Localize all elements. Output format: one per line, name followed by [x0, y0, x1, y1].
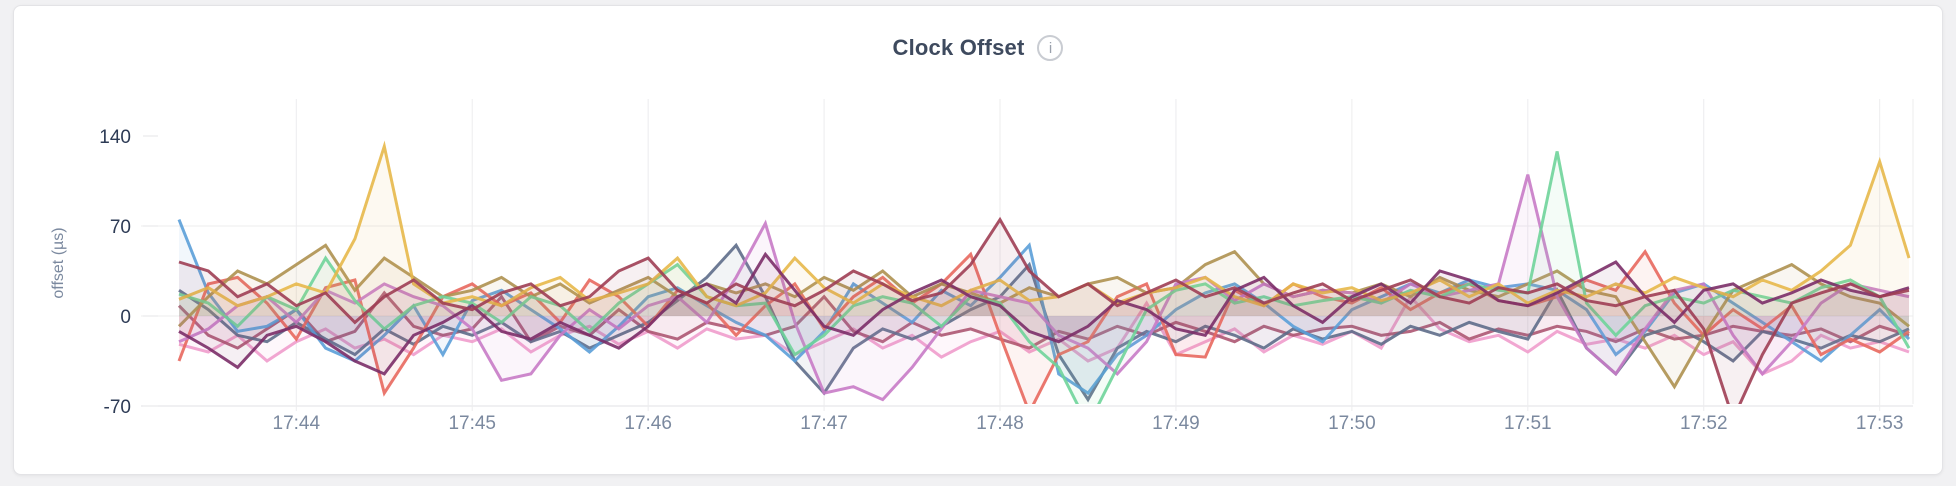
y-tick-label: 70 — [110, 217, 131, 238]
info-icon-glyph: i — [1048, 39, 1053, 57]
series-area-amber — [179, 146, 1909, 316]
x-tick-label: 17:47 — [800, 413, 848, 434]
x-tick-label: 17:46 — [624, 413, 672, 434]
x-tick-label: 17:45 — [448, 413, 496, 434]
info-icon[interactable]: i — [1037, 35, 1064, 61]
x-tick-label: 17:49 — [1152, 413, 1200, 434]
y-tick-label: 140 — [99, 127, 131, 148]
series-line-amber — [178, 140, 1911, 308]
x-tick-label: 17:48 — [976, 413, 1024, 434]
series-area-maroon — [179, 219, 1909, 404]
y-tick-label: 0 — [120, 307, 131, 328]
x-tick-label: 17:52 — [1680, 413, 1728, 434]
clock-offset-chart-plot[interactable]: 17:44 17:45 17:46 17:47 17:48 17:49 17:50 17:51… — [14, 6, 1944, 476]
series-line-orchid — [178, 174, 1910, 402]
series-line-maroon — [178, 216, 1910, 404]
x-tick-label: 17:53 — [1856, 413, 1904, 434]
chart-card: Clock Offset i offset (µs) 17:44 17:45 17:… — [13, 5, 1943, 475]
series-group — [177, 140, 1911, 404]
x-tick-label: 17:50 — [1328, 413, 1376, 434]
x-tick-label: 17:44 — [273, 413, 321, 434]
y-tick-label: -70 — [104, 397, 131, 418]
series-line-green — [178, 151, 1911, 404]
series-area-slate-blue — [179, 245, 1909, 400]
x-tick-label: 17:51 — [1504, 413, 1552, 434]
series-area-khaki — [179, 245, 1909, 387]
series-line-wine — [177, 290, 1910, 350]
